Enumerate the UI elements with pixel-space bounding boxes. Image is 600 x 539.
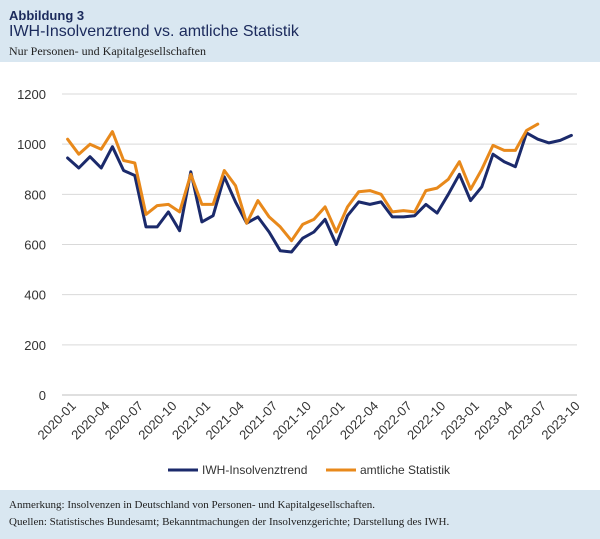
- chart-subtitle: Nur Personen- und Kapitalgesellschaften: [9, 44, 206, 58]
- chart-title: IWH-Insolvenztrend vs. amtliche Statisti…: [9, 23, 299, 40]
- legend-amtliche-statistik-label: amtliche Statistik: [360, 463, 451, 477]
- y-tick-label: 800: [24, 187, 46, 202]
- legend-iwh-insolvenztrend-label: IWH-Insolvenztrend: [202, 463, 307, 477]
- line-chart: 0200400600800100012002020-012020-042020-…: [17, 87, 583, 477]
- series-line-amtliche-statistik: [66, 122, 540, 243]
- y-tick-label: 1000: [17, 137, 46, 152]
- y-tick-label: 0: [39, 388, 46, 403]
- y-tick-label: 600: [24, 238, 46, 253]
- series-line-iwh-insolvenztrend: [66, 131, 573, 254]
- chart-area: 0 200 400 600 800 1000 1200 2020-01 2020-04 2020-…: [0, 62, 600, 490]
- y-tick-label: 200: [24, 338, 46, 353]
- note-anmerkung: Anmerkung: Insolvenzen in Deutschland vo…: [9, 499, 375, 511]
- figure-label: Abbildung 3: [9, 8, 85, 23]
- y-tick-label: 400: [24, 288, 46, 303]
- y-tick-label: 1200: [17, 87, 46, 102]
- note-quellen: Quellen: Statistisches Bundesamt; Bekann…: [9, 516, 450, 528]
